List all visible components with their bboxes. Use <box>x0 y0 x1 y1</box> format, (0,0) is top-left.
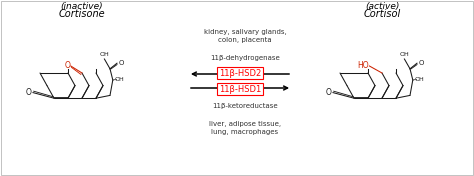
Text: Cortisol: Cortisol <box>364 9 401 19</box>
Text: O: O <box>64 61 70 71</box>
Text: O: O <box>326 88 332 97</box>
Text: 11β-ketoreductase: 11β-ketoreductase <box>212 103 278 109</box>
Text: O: O <box>26 88 32 97</box>
Text: (inactive): (inactive) <box>61 2 103 11</box>
Text: OH: OH <box>100 52 109 57</box>
Text: Cortisone: Cortisone <box>59 9 105 19</box>
Text: O: O <box>419 60 424 66</box>
Text: O: O <box>118 60 124 66</box>
Text: 11β-dehydrogenase: 11β-dehydrogenase <box>210 55 280 61</box>
Text: OH: OH <box>400 52 409 57</box>
Text: 11β-HSD2: 11β-HSD2 <box>219 68 261 77</box>
Text: (active): (active) <box>365 2 399 11</box>
Text: kidney, salivary glands,
colon, placenta: kidney, salivary glands, colon, placenta <box>204 29 286 43</box>
Text: OH: OH <box>415 77 425 82</box>
Text: liver, adipose tissue,
lung, macrophages: liver, adipose tissue, lung, macrophages <box>209 121 281 135</box>
Text: 11β-HSD1: 11β-HSD1 <box>219 84 261 93</box>
Text: OH: OH <box>115 77 125 82</box>
Text: HO: HO <box>357 61 369 71</box>
